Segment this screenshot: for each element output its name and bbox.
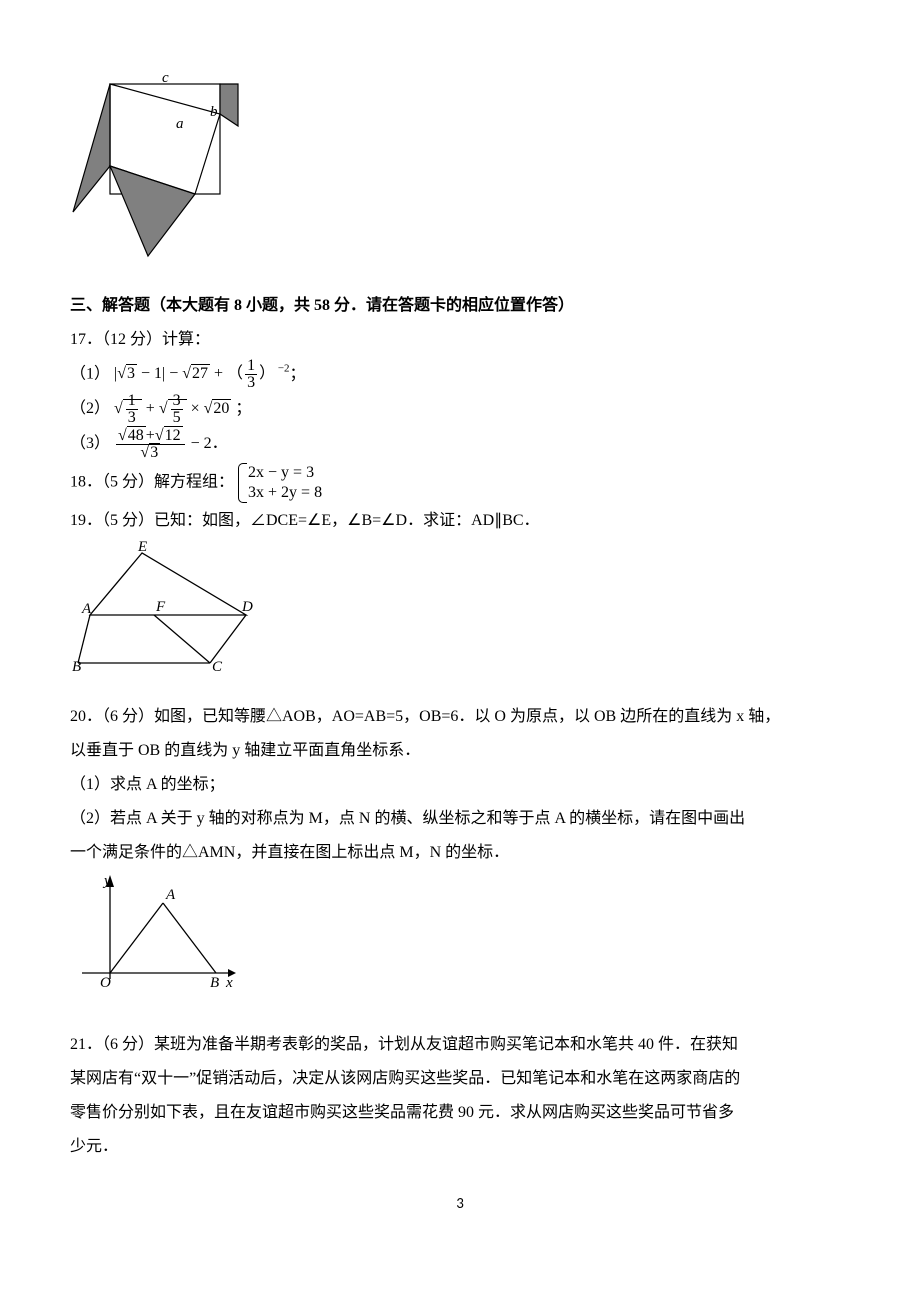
q17-part1: （1） |√3 − 1| − √27 + （13） −2； — [70, 358, 850, 391]
frac-3: 3 — [245, 375, 257, 391]
rad-27: 27 — [191, 364, 210, 382]
q20-p2: （2）若点 A 关于 y 轴的对称点为 M，点 N 的横、纵坐标之和等于点 A … — [70, 803, 850, 835]
q18-prefix: 18．（5 分）解方程组： — [70, 474, 234, 491]
section-3-header: 三、解答题（本大题有 8 小题，共 58 分．请在答题卡的相应位置作答） — [70, 290, 850, 322]
n1: 1 — [126, 393, 138, 410]
svg-text:D: D — [241, 599, 253, 615]
q17-part2: （2） √13 + √35 × √20 ； — [70, 393, 850, 426]
rad-48: 48 — [127, 426, 146, 444]
rad-3: 3 — [126, 364, 137, 382]
q21-l1: 21．（6 分）某班为准备半期考表彰的奖品，计划从友谊超市购买笔记本和水笔共 4… — [70, 1029, 850, 1061]
q17-p2-label: （2） — [70, 400, 110, 417]
svg-text:A: A — [81, 601, 92, 617]
p2-tail: ； — [235, 400, 251, 417]
p3-tail: − 2． — [191, 435, 228, 452]
q20-line2: 以垂直于 OB 的直线为 y 轴建立平面直角坐标系． — [70, 735, 850, 767]
svg-text:c: c — [162, 74, 169, 86]
q20-svg: y A O B x — [70, 873, 240, 1003]
q20-figure: y A O B x — [70, 873, 850, 1015]
q21-l2: 某网店有“双十一”促销活动后，决定从该网店购买这些奖品．已知笔记本和水笔在这两家… — [70, 1063, 850, 1095]
q17-p3-label: （3） — [70, 435, 110, 452]
svg-text:B: B — [72, 659, 81, 675]
d1: 3 — [126, 410, 138, 426]
n2: 3 — [171, 393, 183, 410]
rad-20: 20 — [212, 399, 231, 417]
frac-1: 1 — [245, 358, 257, 375]
q19-figure: E A F D B C — [70, 541, 850, 687]
q18-eq2: 3x + 2y = 8 — [248, 483, 322, 503]
q21-l3: 零售价分别如下表，且在友谊超市购买这些奖品需花费 90 元．求从网店购买这些奖品… — [70, 1097, 850, 1129]
svg-text:E: E — [137, 541, 147, 555]
q20-line1: 20．（6 分）如图，已知等腰△AOB，AO=AB=5，OB=6．以 O 为原点… — [70, 701, 850, 733]
q19-svg: E A F D B C — [70, 541, 256, 675]
q17-stem: 17．（12 分）计算： — [70, 324, 850, 356]
mul-sign: × — [191, 400, 200, 417]
svg-text:C: C — [212, 659, 223, 675]
q18-system: 2x − y = 3 3x + 2y = 8 — [238, 463, 322, 503]
q20-p2b: 一个满足条件的△AMN，并直接在图上标出点 M，N 的坐标． — [70, 837, 850, 869]
rad-3b: 3 — [149, 443, 160, 461]
page-number: 3 — [70, 1189, 850, 1219]
d2: 5 — [171, 410, 183, 426]
svg-text:a: a — [176, 116, 184, 132]
svg-text:A: A — [165, 887, 176, 903]
svg-text:b: b — [210, 104, 218, 120]
q16-svg: c b a — [70, 74, 240, 264]
svg-text:y: y — [102, 873, 111, 889]
rad-12: 12 — [164, 426, 183, 444]
q20-p1: （1）求点 A 的坐标； — [70, 769, 850, 801]
q19-text: 19．（5 分）已知：如图，∠DCE=∠E，∠B=∠D．求证：AD∥BC． — [70, 505, 850, 537]
svg-text:B: B — [210, 975, 219, 991]
q17-p1-label: （1） — [70, 365, 110, 382]
q18: 18．（5 分）解方程组： 2x − y = 3 3x + 2y = 8 — [70, 463, 850, 503]
svg-text:O: O — [100, 975, 111, 991]
q18-eq1: 2x − y = 3 — [248, 463, 322, 483]
svg-text:F: F — [155, 599, 166, 615]
svg-text:x: x — [225, 975, 233, 991]
q21-l4: 少元． — [70, 1131, 850, 1163]
q17-part3: （3） √48+√12 √3 − 2． — [70, 428, 850, 461]
q16-figure: c b a — [70, 74, 850, 276]
